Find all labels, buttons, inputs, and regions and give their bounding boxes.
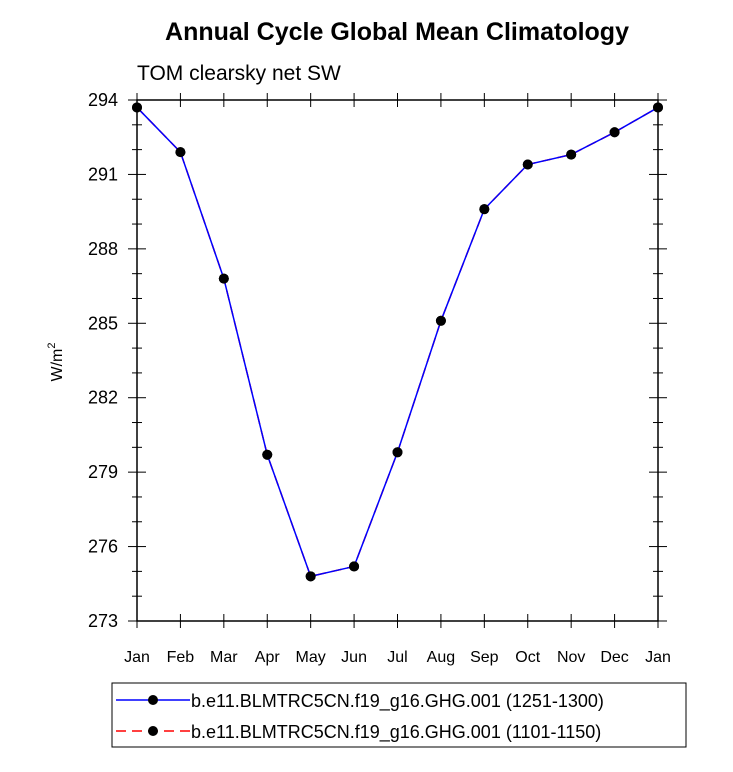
data-point-series-1 — [349, 561, 360, 572]
legend-marker-1 — [148, 695, 158, 705]
x-tick-label: Sep — [470, 649, 499, 666]
x-tick-label: Apr — [255, 649, 281, 666]
y-tick-label: 276 — [88, 537, 118, 557]
y-tick-labels: 294 291 288 285 282 279 276 273 — [88, 90, 118, 631]
legend-label-2: b.e11.BLMTRC5CN.f19_g16.GHG.001 (1101-11… — [191, 722, 601, 743]
legend: b.e11.BLMTRC5CN.f19_g16.GHG.001 (1251-13… — [116, 691, 604, 743]
x-tick-label: Jul — [387, 649, 407, 666]
data-point-series-1 — [132, 102, 142, 113]
x-tick-label: Mar — [210, 649, 238, 666]
x-tick-label: Dec — [600, 649, 628, 666]
chart-subtitle: TOM clearsky net SW — [137, 62, 341, 85]
data-point-series-1 — [305, 571, 316, 582]
legend-marker-2 — [148, 726, 158, 736]
data-point-series-1 — [435, 315, 446, 326]
data-point-series-1 — [218, 273, 229, 284]
y-tick-label: 294 — [88, 90, 118, 110]
x-tick-label: Nov — [557, 649, 585, 666]
svg-text:W/m2: W/m2 — [46, 343, 66, 382]
series-line-1 — [136, 106, 659, 578]
y-axis-label-text: W/m — [49, 349, 66, 382]
data-point-series-1 — [609, 127, 620, 138]
y-axis-label: W/m2 — [46, 343, 66, 382]
data-point-series-1 — [522, 159, 533, 170]
y-tick-label: 273 — [88, 611, 118, 631]
plot-frame — [136, 99, 659, 622]
data-point-series-1 — [175, 147, 186, 158]
y-tick-label: 291 — [88, 164, 118, 184]
x-tick-labels: Jan Feb Mar Apr May Jun Jul Aug Sep Oct Nov Dec Jan — [124, 649, 671, 666]
series-line-2 — [136, 106, 659, 578]
legend-box — [111, 682, 687, 748]
data-point-series-1 — [653, 102, 663, 113]
x-tick-label: Oct — [515, 649, 540, 666]
y-tick-label: 285 — [88, 313, 118, 333]
y-axis-label-superscript: 2 — [46, 343, 58, 349]
x-tick-label: Jan — [645, 649, 671, 666]
y-tick-label: 279 — [88, 462, 118, 482]
legend-label-1: b.e11.BLMTRC5CN.f19_g16.GHG.001 (1251-13… — [191, 691, 604, 712]
y-tick-label: 282 — [88, 388, 118, 408]
data-point-series-1 — [566, 149, 577, 160]
data-point-series-1 — [479, 204, 490, 215]
data-point-series-1 — [262, 449, 273, 460]
y-tick-label: 288 — [88, 239, 118, 259]
x-tick-label: Jun — [341, 649, 367, 666]
axis-ticks — [128, 93, 667, 628]
x-tick-label: Feb — [167, 649, 195, 666]
x-tick-label: Aug — [427, 649, 455, 666]
data-point-series-1 — [392, 447, 403, 458]
x-tick-label: Jan — [124, 649, 150, 666]
x-tick-label: May — [296, 649, 326, 666]
chart-title: Annual Cycle Global Mean Climatology — [165, 18, 629, 46]
series-group — [132, 102, 663, 582]
